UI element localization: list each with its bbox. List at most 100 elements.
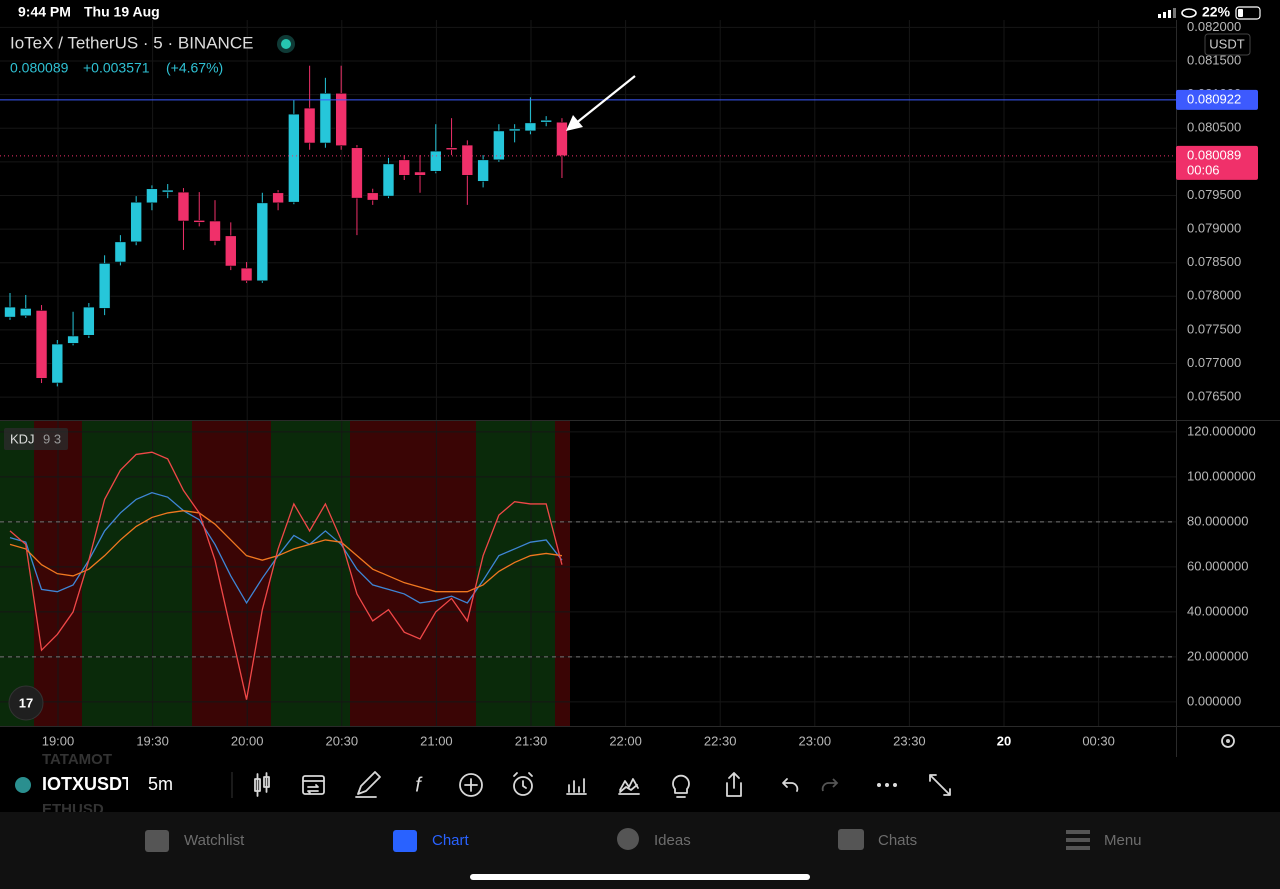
band xyxy=(350,421,476,726)
symbol-fade xyxy=(128,770,140,800)
candle-body xyxy=(524,122,537,132)
kdj-line xyxy=(9,510,563,593)
y-tick-label: 0.000000 xyxy=(1187,693,1241,708)
price-change-pct: (+4.67%) xyxy=(166,60,223,76)
x-tick-label: 23:00 xyxy=(799,733,832,748)
ghost-symbol: TATAMOT xyxy=(42,751,112,768)
y-tick-label: 60.000000 xyxy=(1187,558,1248,573)
currency-label[interactable]: USDT xyxy=(1209,36,1244,51)
x-tick-label: 21:30 xyxy=(515,733,548,748)
indicator-legend-bg xyxy=(4,428,68,450)
candle-body xyxy=(398,159,411,176)
candle-body xyxy=(477,159,489,182)
toolbar-interval[interactable]: 5m xyxy=(148,774,173,794)
candle-body xyxy=(209,220,221,242)
candle-body xyxy=(335,92,347,147)
candle-body xyxy=(193,220,206,223)
candle-body xyxy=(508,128,521,132)
nav-icon[interactable] xyxy=(838,829,864,850)
settings-icon[interactable] xyxy=(1221,734,1235,748)
battery-icon xyxy=(1235,6,1261,20)
band xyxy=(192,421,271,726)
y-tick-label: 0.077000 xyxy=(1187,355,1241,370)
x-tick-label: 22:30 xyxy=(704,733,737,748)
y-tick-label: 0.078000 xyxy=(1187,288,1241,303)
y-tick-label: 0.078500 xyxy=(1187,254,1241,269)
candle-body xyxy=(130,201,142,243)
x-tick-label: 19:30 xyxy=(136,733,169,748)
candle-body xyxy=(366,192,379,201)
price-line-label: 0.080922 xyxy=(1187,91,1241,106)
hotspot-icon xyxy=(1181,8,1197,18)
band xyxy=(271,421,350,726)
candle-body xyxy=(540,119,552,123)
nav-icon[interactable] xyxy=(145,830,169,852)
band xyxy=(476,421,555,726)
band xyxy=(555,421,570,726)
axes: 0.0820000.0815000.0810000.0805000.080000… xyxy=(42,19,1258,748)
y-tick-label: 0.080500 xyxy=(1187,120,1241,135)
home-indicator xyxy=(470,874,810,880)
nav-icon[interactable] xyxy=(1066,830,1090,850)
tv-logo[interactable] xyxy=(8,685,44,721)
x-tick-label: 19:00 xyxy=(42,733,75,748)
price-change: +0.003571 xyxy=(83,60,150,76)
candle-body xyxy=(4,306,16,318)
nav-icon[interactable] xyxy=(393,830,417,852)
nav-item[interactable]: Chats xyxy=(878,832,917,849)
candle-body xyxy=(319,92,332,144)
svg-text:f: f xyxy=(415,774,423,796)
candle-body xyxy=(272,192,284,204)
nav-item[interactable]: Watchlist xyxy=(184,832,245,849)
y-tick-label: 0.079000 xyxy=(1187,221,1241,236)
toolbar-icons[interactable]: f xyxy=(254,771,951,798)
marks xyxy=(0,65,1176,700)
x-tick-label: 20:00 xyxy=(231,733,264,748)
candle-body xyxy=(445,147,458,151)
tv-logo-mark: 17 xyxy=(19,695,33,710)
x-tick-label: 23:30 xyxy=(893,733,926,748)
kdj-line xyxy=(9,451,563,700)
candle-body xyxy=(429,150,442,172)
last-price: 0.080089 xyxy=(10,60,69,76)
countdown-label: 00:06 xyxy=(1187,162,1220,177)
candle-body xyxy=(67,335,79,344)
candle-body xyxy=(240,267,253,282)
nav-item[interactable]: Chart xyxy=(432,832,470,849)
candle-body xyxy=(19,308,32,317)
candle-body xyxy=(224,235,237,267)
y-tick-label: 120.000000 xyxy=(1187,423,1256,438)
y-tick-label: 100.000000 xyxy=(1187,468,1256,483)
x-tick-label: 20:30 xyxy=(326,733,359,748)
candle-body xyxy=(35,310,48,379)
band xyxy=(82,421,192,726)
grid xyxy=(0,20,1176,726)
candle-body xyxy=(303,107,316,144)
candle-body xyxy=(83,306,95,336)
nav-item[interactable]: Ideas xyxy=(654,832,691,849)
y-tick-label: 0.082000 xyxy=(1187,19,1241,34)
kdj-bands xyxy=(0,421,570,726)
symbol-icon xyxy=(15,777,31,793)
nav-icon[interactable] xyxy=(617,828,639,850)
x-tick-label: 00:30 xyxy=(1082,733,1115,748)
nav-item[interactable]: Menu xyxy=(1104,832,1142,849)
candle-body xyxy=(414,171,426,176)
y-tick-label: 0.077500 xyxy=(1187,321,1241,336)
y-tick-label: 0.076500 xyxy=(1187,389,1241,404)
x-tick-label: 20 xyxy=(997,733,1011,748)
x-tick-label: 22:00 xyxy=(609,733,642,748)
symbol-title[interactable]: IoTeX / TetherUS · 5 · BINANCE xyxy=(10,33,253,52)
currency-button[interactable] xyxy=(1204,33,1251,56)
indicator-name[interactable]: KDJ xyxy=(10,431,35,446)
status-date: Thu 19 Aug xyxy=(84,4,160,20)
candle-body xyxy=(146,188,158,204)
status-dot xyxy=(281,39,291,49)
kdj-line xyxy=(9,491,563,605)
toolbar-symbol[interactable]: IOTXUSDT xyxy=(42,774,133,794)
y-tick-label: 0.081500 xyxy=(1187,52,1241,67)
candle-body xyxy=(556,121,568,157)
candle-body xyxy=(114,241,127,263)
y-tick-label: 80.000000 xyxy=(1187,513,1248,528)
candle-body xyxy=(51,343,64,384)
